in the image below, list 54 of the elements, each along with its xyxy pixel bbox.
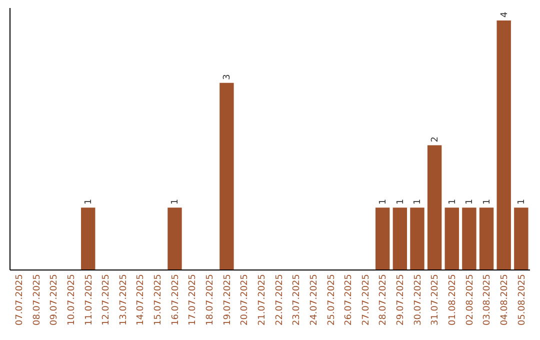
bar bbox=[479, 208, 494, 270]
data-label: 1 bbox=[448, 198, 458, 205]
x-tick-label: 22.07.2025 bbox=[274, 274, 285, 326]
x-tick-label: 10.07.2025 bbox=[66, 274, 77, 326]
x-tick-label: 21.07.2025 bbox=[257, 274, 268, 326]
bar bbox=[410, 208, 424, 270]
data-label: 1 bbox=[396, 198, 406, 205]
x-tick-label: 26.07.2025 bbox=[344, 274, 354, 326]
x-tick-label: 27.07.2025 bbox=[361, 274, 372, 326]
x-tick-label: 05.08.2025 bbox=[517, 274, 528, 326]
bar bbox=[444, 208, 459, 270]
x-tick-label: 29.07.2025 bbox=[396, 274, 406, 326]
x-tick-label: 01.08.2025 bbox=[448, 274, 458, 326]
x-tick-label: 12.07.2025 bbox=[102, 274, 112, 326]
bar bbox=[462, 208, 476, 270]
x-tick-label: 31.07.2025 bbox=[430, 274, 441, 326]
bar bbox=[514, 208, 528, 270]
bar bbox=[81, 208, 96, 270]
bar bbox=[496, 20, 511, 270]
data-label: 2 bbox=[430, 136, 441, 142]
x-tick-label: 18.07.2025 bbox=[206, 274, 216, 326]
bar bbox=[392, 208, 408, 270]
data-label: 1 bbox=[482, 198, 493, 205]
data-label: 4 bbox=[500, 11, 510, 18]
data-label: 1 bbox=[170, 198, 181, 205]
x-tick-label: 03.08.2025 bbox=[482, 274, 493, 326]
x-tick-label: 19.07.2025 bbox=[222, 274, 233, 326]
x-tick-label: 09.07.2025 bbox=[50, 274, 60, 326]
bar bbox=[168, 208, 182, 270]
data-label: 1 bbox=[517, 198, 528, 205]
x-tick-label: 13.07.2025 bbox=[118, 274, 129, 326]
x-tick-label: 28.07.2025 bbox=[378, 274, 389, 326]
data-label: 1 bbox=[378, 198, 389, 205]
data-label: 3 bbox=[222, 74, 233, 80]
x-tick-label: 20.07.2025 bbox=[240, 274, 250, 326]
x-tick-label: 30.07.2025 bbox=[413, 274, 424, 326]
x-tick-label: 16.07.2025 bbox=[170, 274, 181, 326]
x-tick-label: 17.07.2025 bbox=[188, 274, 198, 326]
bar bbox=[375, 208, 390, 270]
x-tick-label: 25.07.2025 bbox=[326, 274, 337, 326]
x-tick-label: 08.07.2025 bbox=[32, 274, 42, 326]
x-tick-label: 11.07.2025 bbox=[84, 274, 94, 326]
data-label: 1 bbox=[84, 198, 94, 205]
x-tick-label: 23.07.2025 bbox=[292, 274, 302, 326]
x-tick-label: 15.07.2025 bbox=[154, 274, 164, 326]
x-tick-label: 07.07.2025 bbox=[14, 274, 25, 326]
bar bbox=[220, 82, 234, 270]
x-tick-label: 02.08.2025 bbox=[465, 274, 476, 326]
bar bbox=[427, 145, 442, 270]
x-tick-label: 24.07.2025 bbox=[309, 274, 320, 326]
x-tick-label: 04.08.2025 bbox=[500, 274, 510, 326]
data-label: 1 bbox=[413, 198, 424, 205]
data-label: 1 bbox=[465, 198, 476, 205]
x-tick-label: 14.07.2025 bbox=[136, 274, 146, 326]
